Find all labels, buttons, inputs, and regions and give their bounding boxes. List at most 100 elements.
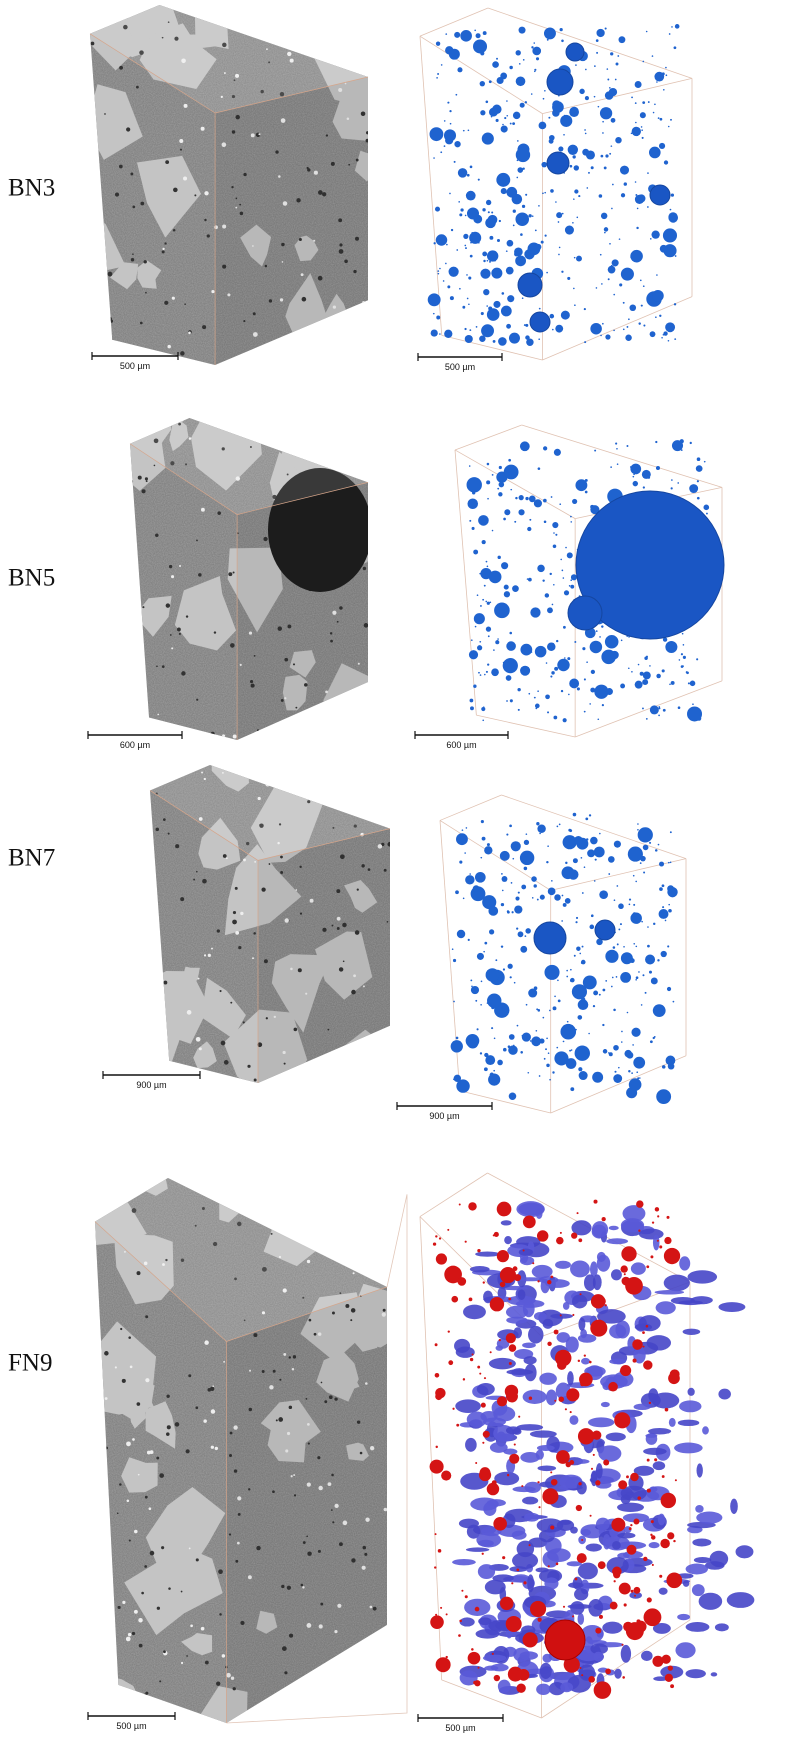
grain xyxy=(295,706,298,709)
pore xyxy=(558,146,564,152)
pore xyxy=(668,908,672,913)
pore xyxy=(640,1004,643,1006)
pore xyxy=(670,680,675,685)
box-edge xyxy=(419,7,489,37)
pore xyxy=(661,884,665,888)
pore xyxy=(469,231,482,244)
pore xyxy=(435,41,441,46)
grain xyxy=(303,718,308,724)
grain xyxy=(193,878,196,881)
crack xyxy=(581,1357,591,1365)
pore xyxy=(520,643,533,656)
pore xyxy=(667,945,670,948)
pore xyxy=(531,46,534,49)
pore xyxy=(570,1049,573,1051)
pore xyxy=(607,78,610,81)
pore xyxy=(586,838,589,841)
pore xyxy=(502,658,518,674)
pore xyxy=(496,1201,512,1217)
pore xyxy=(657,843,660,846)
pore xyxy=(656,81,658,83)
pore xyxy=(525,856,527,859)
pore xyxy=(500,980,502,982)
grain xyxy=(105,1446,109,1450)
grain xyxy=(195,1558,199,1562)
crack xyxy=(617,1502,644,1513)
pore xyxy=(593,880,596,882)
pore xyxy=(491,473,494,476)
grain xyxy=(334,1503,339,1509)
pore xyxy=(600,334,602,337)
pore xyxy=(550,1471,553,1474)
grain xyxy=(317,337,320,339)
grain xyxy=(243,858,246,862)
pore xyxy=(498,465,502,470)
pore xyxy=(514,251,519,257)
pore xyxy=(545,662,548,664)
pore xyxy=(502,1556,506,1560)
pore xyxy=(614,1412,631,1429)
pore xyxy=(610,466,612,468)
crack xyxy=(663,1274,690,1292)
pore xyxy=(468,1202,477,1211)
pore xyxy=(450,228,454,232)
grain xyxy=(163,1650,166,1654)
grain xyxy=(162,1263,165,1266)
aggregate xyxy=(174,576,237,651)
grain xyxy=(237,1541,240,1545)
pore xyxy=(649,705,659,715)
grain xyxy=(386,921,389,923)
pore xyxy=(572,221,574,224)
grain xyxy=(126,1499,130,1503)
pore xyxy=(509,65,513,70)
pore xyxy=(550,496,553,498)
aggregate xyxy=(255,1178,317,1233)
crack xyxy=(542,1550,559,1568)
pore xyxy=(505,1332,516,1344)
crack xyxy=(677,1613,691,1621)
pore xyxy=(544,1619,586,1661)
pore xyxy=(549,1009,551,1012)
pore xyxy=(491,529,494,532)
pore xyxy=(480,820,484,824)
pore xyxy=(488,1073,501,1086)
pore xyxy=(516,140,519,142)
pore xyxy=(563,625,566,629)
pore xyxy=(618,1066,620,1069)
crack xyxy=(691,1584,705,1597)
crack xyxy=(466,1411,488,1428)
grain xyxy=(180,351,185,356)
pore xyxy=(628,903,631,906)
pore xyxy=(689,484,699,494)
grain xyxy=(204,1340,209,1345)
pore xyxy=(654,103,656,106)
pore xyxy=(434,1566,437,1569)
pore xyxy=(546,860,549,864)
pore xyxy=(469,165,473,169)
pore xyxy=(648,1401,652,1405)
pore xyxy=(574,304,576,307)
aggregate xyxy=(124,1546,223,1636)
pore xyxy=(534,645,547,658)
pore xyxy=(662,708,666,712)
crack xyxy=(602,1621,623,1634)
pore xyxy=(619,923,622,926)
pore xyxy=(616,943,619,946)
crack xyxy=(612,1541,621,1550)
grain xyxy=(167,344,171,349)
pore xyxy=(589,703,591,705)
crack xyxy=(609,1358,626,1365)
pore xyxy=(673,303,677,306)
grain xyxy=(232,1687,236,1691)
grain xyxy=(164,300,169,305)
crack xyxy=(529,1430,557,1438)
pore xyxy=(537,824,546,833)
grain xyxy=(280,855,283,859)
crack xyxy=(696,1511,723,1524)
grain xyxy=(195,1406,199,1410)
pore xyxy=(652,111,655,114)
pore xyxy=(500,305,512,317)
grain xyxy=(143,260,147,264)
grain xyxy=(299,865,302,869)
pore xyxy=(454,140,461,148)
